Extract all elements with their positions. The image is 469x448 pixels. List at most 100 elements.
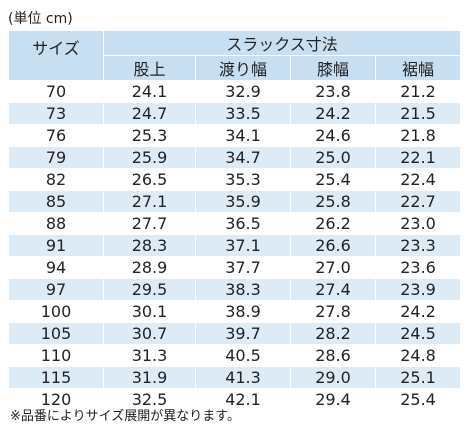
measure-cell: 23.8: [290, 80, 376, 103]
measure-cell: 24.7: [103, 102, 196, 125]
measure-cell: 27.1: [103, 190, 196, 213]
table-row: 100 30.1 38.9 27.8 24.2: [8, 300, 462, 323]
measure-cell: 38.3: [195, 278, 291, 301]
size-cell: 100: [8, 300, 104, 323]
measure-cell: 30.7: [103, 322, 196, 345]
measure-cell: 25.3: [103, 124, 196, 147]
size-cell: 82: [8, 168, 104, 191]
measure-cell: 27.0: [290, 256, 376, 279]
table-row: 91 28.3 37.1 26.6 23.3: [8, 234, 462, 257]
table-row: 115 31.9 41.3 29.0 25.1: [8, 366, 462, 389]
measure-cell: 35.3: [195, 168, 291, 191]
column-header: 膝幅: [290, 55, 376, 81]
measure-cell: 26.2: [290, 212, 376, 235]
size-cell: 88: [8, 212, 104, 235]
measure-cell: 37.7: [195, 256, 291, 279]
measure-cell: 42.1: [195, 388, 291, 411]
measure-cell: 31.3: [103, 344, 196, 367]
table-row: 88 27.7 36.5 26.2 23.0: [8, 212, 462, 235]
measure-cell: 29.5: [103, 278, 196, 301]
group-header: スラックス寸法: [102, 30, 462, 56]
measure-cell: 39.7: [195, 322, 291, 345]
table-row: 76 25.3 34.1 24.6 21.8: [8, 124, 462, 147]
measure-cell: 34.7: [195, 146, 291, 169]
measure-cell: 35.9: [195, 190, 291, 213]
measure-cell: 24.1: [103, 80, 196, 103]
measure-cell: 37.1: [195, 234, 291, 257]
size-cell: 110: [8, 344, 104, 367]
size-cell: 115: [8, 366, 104, 389]
measure-cell: 28.9: [103, 256, 196, 279]
measure-cell: 40.5: [195, 344, 291, 367]
measure-cell: 21.2: [374, 80, 462, 103]
table-row: 73 24.7 33.5 24.2 21.5: [8, 102, 462, 125]
footnote: ※品番によりサイズ展開が異なります。: [10, 409, 240, 424]
measure-cell: 30.1: [103, 300, 196, 323]
column-header: 股上: [103, 55, 196, 81]
measure-cell: 28.3: [103, 234, 196, 257]
measure-cell: 25.0: [290, 146, 376, 169]
measure-cell: 23.3: [374, 234, 462, 257]
size-cell: 73: [8, 102, 104, 125]
measure-cell: 25.8: [290, 190, 376, 213]
measure-cell: 28.6: [290, 344, 376, 367]
table-row: 97 29.5 38.3 27.4 23.9: [8, 278, 462, 301]
measure-cell: 24.6: [290, 124, 376, 147]
measure-cell: 41.3: [195, 366, 291, 389]
table-row: 70 24.1 32.9 23.8 21.2: [8, 80, 462, 103]
measure-cell: 21.8: [374, 124, 462, 147]
table-row: 79 25.9 34.7 25.0 22.1: [8, 146, 462, 169]
measure-cell: 25.9: [103, 146, 196, 169]
size-header: サイズ: [8, 30, 104, 81]
measure-cell: 26.6: [290, 234, 376, 257]
measure-cell: 38.9: [195, 300, 291, 323]
measure-cell: 25.4: [290, 168, 376, 191]
table-row: 120 32.5 42.1 29.4 25.4: [8, 388, 462, 411]
measure-cell: 31.9: [103, 366, 196, 389]
table-row: 110 31.3 40.5 28.6 24.8: [8, 344, 462, 367]
table-body: 70 24.1 32.9 23.8 21.2 73 24.7 33.5 24.2 21.5 76 25…: [8, 80, 462, 411]
measure-cell: 21.5: [374, 102, 462, 125]
measure-cell: 34.1: [195, 124, 291, 147]
measure-cell: 22.1: [374, 146, 462, 169]
measure-cell: 24.5: [374, 322, 462, 345]
size-cell: 94: [8, 256, 104, 279]
table-row: 94 28.9 37.7 27.0 23.6: [8, 256, 462, 279]
unit-note: (単位 cm): [8, 11, 73, 27]
size-cell: 76: [8, 124, 104, 147]
measure-cell: 27.4: [290, 278, 376, 301]
measure-cell: 23.6: [374, 256, 462, 279]
column-header: 渡り幅: [195, 55, 291, 81]
size-cell: 79: [8, 146, 104, 169]
table-row: 105 30.7 39.7 28.2 24.5: [8, 322, 462, 345]
measure-cell: 23.0: [374, 212, 462, 235]
measure-cell: 24.2: [290, 102, 376, 125]
measure-cell: 27.8: [290, 300, 376, 323]
size-cell: 85: [8, 190, 104, 213]
measure-cell: 32.9: [195, 80, 291, 103]
size-cell: 97: [8, 278, 104, 301]
column-header-row: 股上 渡り幅 膝幅 裾幅: [9, 55, 462, 81]
measure-cell: 33.5: [195, 102, 291, 125]
measure-cell: 36.5: [195, 212, 291, 235]
measure-cell: 29.0: [290, 366, 376, 389]
measure-cell: 32.5: [103, 388, 196, 411]
measure-cell: 22.4: [374, 168, 462, 191]
size-cell: 120: [8, 388, 104, 411]
measure-cell: 24.2: [374, 300, 462, 323]
measure-cell: 28.2: [290, 322, 376, 345]
measure-cell: 25.4: [374, 388, 462, 411]
measure-cell: 26.5: [103, 168, 196, 191]
measure-cell: 25.1: [374, 366, 462, 389]
table-row: 82 26.5 35.3 25.4 22.4: [8, 168, 462, 191]
measure-cell: 23.9: [374, 278, 462, 301]
table-row: 85 27.1 35.9 25.8 22.7: [8, 190, 462, 213]
measure-cell: 29.4: [290, 388, 376, 411]
size-table: サイズ スラックス寸法 股上 渡り幅 膝幅 裾幅 70 24.1 32.9 23.8 21.2…: [8, 30, 462, 411]
measure-cell: 24.8: [374, 344, 462, 367]
measure-cell: 22.7: [374, 190, 462, 213]
size-cell: 105: [8, 322, 104, 345]
column-header: 裾幅: [374, 55, 462, 81]
measure-cell: 27.7: [103, 212, 196, 235]
